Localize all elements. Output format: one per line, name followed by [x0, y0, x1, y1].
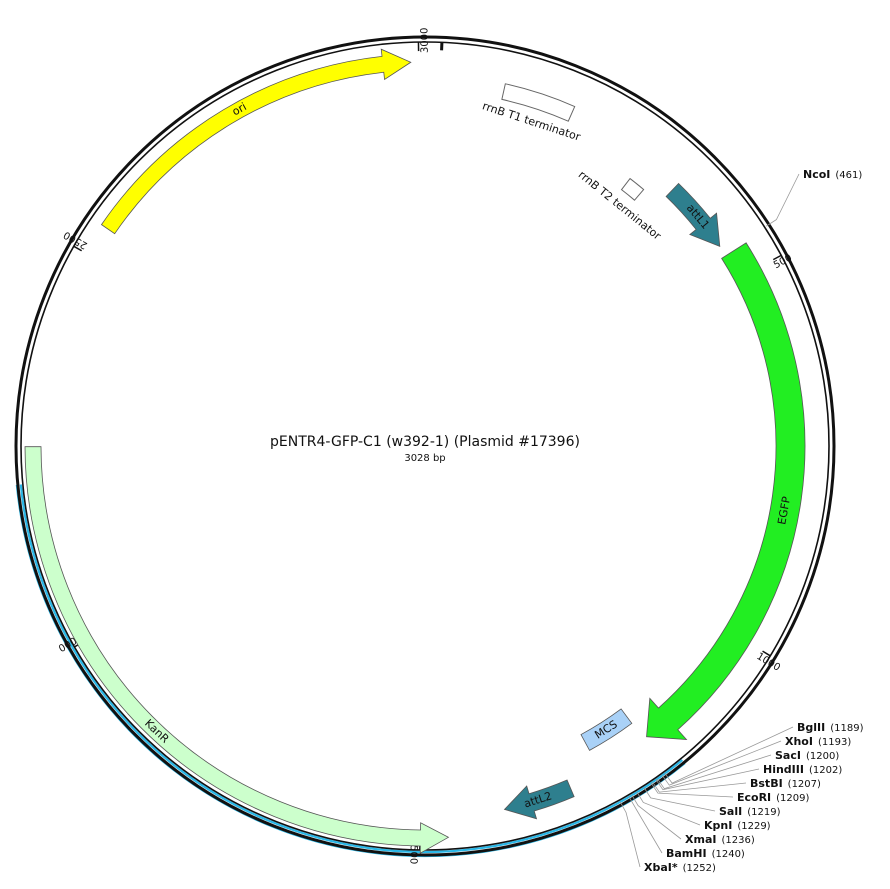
tick-label-3000: 3000 [419, 27, 430, 53]
site-name-kpni: KpnI [704, 819, 732, 832]
site-label-ecori: EcoRI (1209) [737, 791, 810, 804]
site-position-xbai: (1252) [683, 863, 716, 874]
feature-rrnb-t2 [620, 177, 645, 201]
site-position-ncoi: (461) [835, 170, 862, 181]
site-name-ncoi: NcoI [803, 168, 830, 181]
tick-label-500: 500 [772, 253, 794, 272]
tick-mark-1000 [762, 650, 771, 657]
site-name-bglii: BglII [797, 721, 825, 734]
site-position-xmai: (1236) [721, 835, 754, 846]
feature-label-rrnb-t2: rrnB T2 terminator [576, 168, 664, 243]
feature-egfp [646, 242, 806, 740]
site-position-kpni: (1229) [737, 821, 770, 832]
site-leader-kpni [636, 792, 701, 826]
feature-ori [100, 48, 412, 235]
feature-mcs [580, 708, 633, 751]
site-label-xbai: XbaI* (1252) [644, 861, 716, 874]
tick-mark-500 [772, 254, 782, 261]
site-leader-bstbi [652, 781, 747, 793]
insert-highlight-arc-2 [19, 484, 684, 854]
site-position-bstbi: (1207) [788, 779, 821, 790]
site-leader-saci [657, 754, 772, 790]
site-leader-bglii [664, 726, 794, 784]
backbone-outer-ring [14, 35, 836, 857]
site-position-bglii: (1189) [830, 723, 863, 734]
site-leader-bamhi [628, 796, 663, 854]
site-label-bamhi: BamHI (1240) [666, 847, 745, 860]
site-leader-hindiii [655, 768, 760, 791]
site-label-hindiii: HindIII (1202) [763, 763, 842, 776]
site-name-xmai: XmaI [685, 833, 716, 846]
site-name-hindiii: HindIII [763, 763, 804, 776]
site-name-xbai: XbaI* [644, 861, 678, 874]
site-name-sali: SalI [719, 805, 742, 818]
site-label-xhoi: XhoI (1193) [785, 735, 851, 748]
site-label-bglii: BglII (1189) [797, 721, 864, 734]
site-label-sali: SalI (1219) [719, 805, 781, 818]
site-name-bstbi: BstBI [750, 777, 783, 790]
site-position-saci: (1200) [806, 751, 839, 762]
site-leader-xhoi [661, 740, 782, 786]
site-position-sali: (1219) [747, 807, 780, 818]
site-label-xmai: XmaI (1236) [685, 833, 755, 846]
site-leader-sali [643, 787, 716, 812]
insert-highlight-arc-1 [15, 484, 686, 858]
feature-label-egfp: EGFP [775, 495, 793, 526]
site-leader-ncoi [766, 173, 800, 227]
site-label-ncoi: NcoI (461) [803, 168, 862, 181]
plasmid-title: pENTR4-GFP-C1 (w392-1) (Plasmid #17396) [270, 434, 580, 450]
site-position-xhoi: (1193) [818, 737, 851, 748]
site-label-saci: SacI (1200) [775, 749, 839, 762]
feature-attl2 [503, 779, 575, 820]
plasmid-size: 3028 bp [404, 453, 445, 464]
site-label-kpni: KpnI (1229) [704, 819, 771, 832]
feature-label-ori: ori [230, 100, 249, 118]
feature-kanr [24, 446, 450, 854]
site-position-bamhi: (1240) [712, 849, 745, 860]
site-leader-xmai [631, 795, 682, 840]
restriction-site-layer: NcoI (461) BglII (1189) XhoI (1193) SacI (1200)… [619, 168, 864, 874]
insert-highlight-layer [15, 484, 686, 858]
tick-mark-2500 [73, 245, 83, 252]
site-leader-ecori [650, 782, 734, 798]
tick-label-1500: 1500 [407, 839, 418, 865]
site-name-ecori: EcoRI [737, 791, 771, 804]
feature-attl1 [665, 182, 721, 248]
site-label-bstbi: BstBI (1207) [750, 777, 821, 790]
site-name-xhoi: XhoI [785, 735, 813, 748]
site-name-bamhi: BamHI [666, 847, 707, 860]
site-position-ecori: (1209) [776, 793, 809, 804]
site-leader-xbai [619, 801, 641, 868]
site-name-saci: SacI [775, 749, 801, 762]
site-position-hindiii: (1202) [809, 765, 842, 776]
feature-rrnb-t1 [501, 83, 576, 122]
